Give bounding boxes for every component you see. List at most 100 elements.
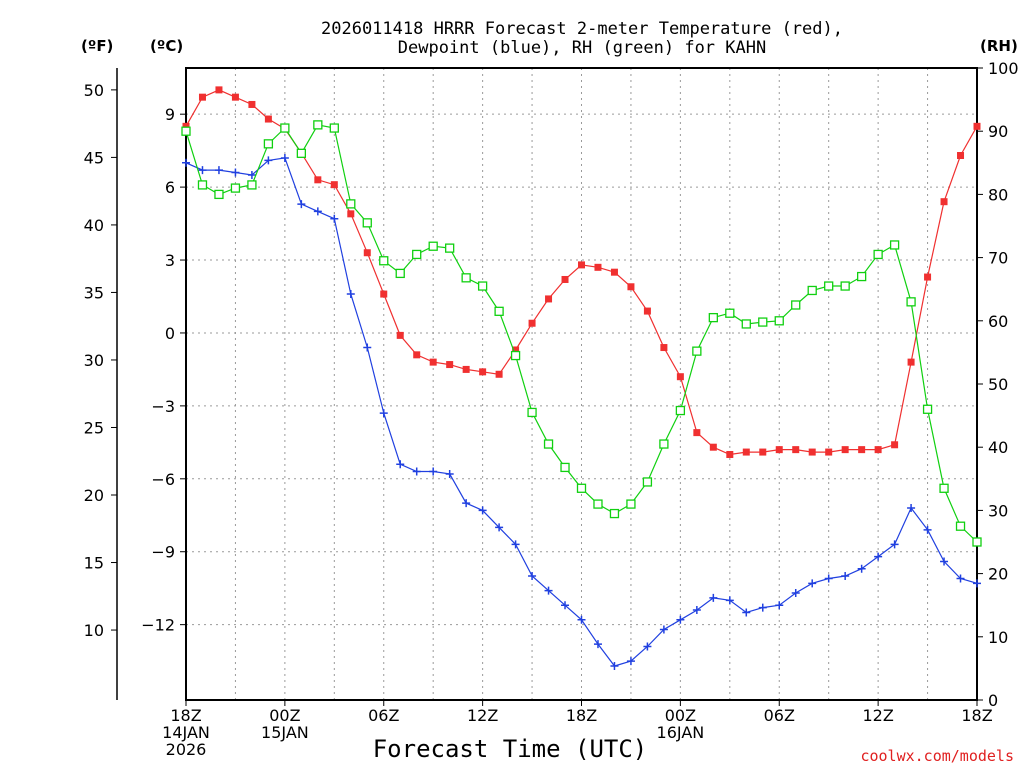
rh-point	[395, 268, 405, 279]
rh-point	[477, 281, 488, 291]
dewpoint-point	[725, 596, 734, 605]
temperature-point	[198, 93, 206, 101]
fahrenheit-unit-label: (ºF)	[81, 37, 113, 55]
x-tick-label: 2026	[166, 740, 207, 759]
dewpoint-point	[791, 589, 800, 598]
rh-point	[955, 521, 966, 531]
temperature-point	[742, 448, 750, 456]
rh-point	[445, 243, 455, 253]
fahrenheit-tick-label: 20	[84, 486, 104, 505]
rh-point	[692, 346, 702, 356]
rh-point	[856, 271, 867, 282]
rh-point	[840, 281, 850, 291]
temperature-point	[248, 100, 256, 108]
x-tick-label: 12Z	[862, 706, 893, 725]
dewpoint-point	[330, 214, 339, 223]
temperature-point	[231, 93, 239, 101]
temperature-point	[874, 446, 882, 454]
dewpoint-point	[643, 642, 652, 651]
x-tick-label: 16JAN	[657, 723, 705, 742]
celsius-tick-label: 9	[165, 105, 175, 124]
rh-point	[675, 405, 686, 416]
rh-point	[741, 319, 751, 329]
dewpoint-point	[264, 156, 273, 165]
dewpoint-point	[907, 503, 916, 512]
x-tick-label: 00Z	[665, 706, 696, 725]
rh-tick-label: 70	[988, 249, 1008, 268]
x-axis-title: Forecast Time (UTC)	[373, 735, 648, 763]
rh-point	[412, 249, 422, 260]
dewpoint-point	[182, 158, 190, 167]
celsius-tick-label: 6	[165, 178, 175, 197]
dewpoint-point	[956, 574, 965, 583]
rh-point	[626, 499, 636, 509]
dewpoint-point	[841, 572, 850, 581]
rh-point	[609, 508, 620, 519]
temperature-point	[841, 446, 849, 454]
dewpoint-point	[198, 166, 207, 175]
dewpoint-point	[758, 603, 767, 612]
temperature-point	[775, 446, 783, 454]
dewpoint-point	[775, 601, 784, 610]
rh-point	[296, 148, 307, 158]
temperature-point	[759, 448, 767, 456]
rh-point	[972, 537, 982, 547]
temperature-point	[347, 210, 355, 218]
temperature-point	[578, 261, 585, 269]
x-tick-label: 14JAN	[162, 723, 210, 742]
dewpoint-point	[247, 170, 256, 179]
x-tick-label: 15JAN	[261, 723, 309, 742]
credit-link[interactable]: coolwx.com/models	[860, 747, 1014, 765]
data-series	[181, 86, 982, 670]
fahrenheit-tick-label: 25	[84, 418, 104, 437]
rh-point	[576, 483, 587, 493]
rh-tick-label: 50	[988, 375, 1008, 394]
x-tick-label: 12Z	[467, 706, 498, 725]
celsius-tick-label: −9	[151, 543, 175, 562]
temperature-point	[413, 351, 421, 359]
temperature-point	[726, 450, 734, 458]
rh-point	[543, 439, 554, 449]
dewpoint-point	[610, 661, 619, 670]
x-tick-label: 18Z	[170, 706, 201, 725]
temperature-point	[495, 370, 503, 378]
temperature-point	[594, 263, 602, 271]
temperature-point	[446, 361, 454, 369]
fahrenheit-tick-label: 10	[84, 621, 104, 640]
x-tick-label: 18Z	[961, 706, 992, 725]
rh-point	[725, 308, 735, 318]
temperature-point	[380, 290, 388, 298]
rh-point	[906, 297, 916, 307]
dewpoint-point	[445, 469, 454, 478]
rh-point	[428, 241, 438, 251]
rh-point	[346, 199, 356, 209]
rh-point	[362, 218, 372, 228]
rh-point	[560, 462, 570, 473]
rh-point	[939, 483, 949, 493]
dewpoint-point	[824, 574, 833, 583]
rh-point	[329, 123, 339, 133]
temperature-point	[957, 152, 965, 160]
x-tick-label: 06Z	[764, 706, 795, 725]
x-tick-label: 00Z	[269, 706, 300, 725]
temperature-point	[973, 122, 981, 130]
rh-point	[510, 350, 521, 361]
temperature-point	[676, 373, 684, 381]
celsius-tick-label: −6	[151, 470, 175, 489]
temperature-point	[825, 448, 833, 456]
dewpoint-point	[742, 608, 751, 617]
dewpoint-point	[676, 615, 685, 624]
fahrenheit-tick-label: 45	[84, 148, 104, 167]
temperature-point	[330, 181, 338, 189]
fahrenheit-tick-label: 35	[84, 283, 104, 302]
rh-point	[889, 240, 900, 250]
chart-title-line-1: 2026011418 HRRR Forecast 2-meter Tempera…	[321, 19, 843, 39]
dewpoint-point	[214, 166, 223, 175]
temperature-point	[858, 446, 866, 454]
rh-point	[774, 316, 784, 326]
rh-tick-label: 20	[988, 565, 1008, 584]
x-tick-label: 06Z	[368, 706, 399, 725]
dewpoint-point	[313, 207, 322, 216]
rh-point	[922, 404, 933, 414]
